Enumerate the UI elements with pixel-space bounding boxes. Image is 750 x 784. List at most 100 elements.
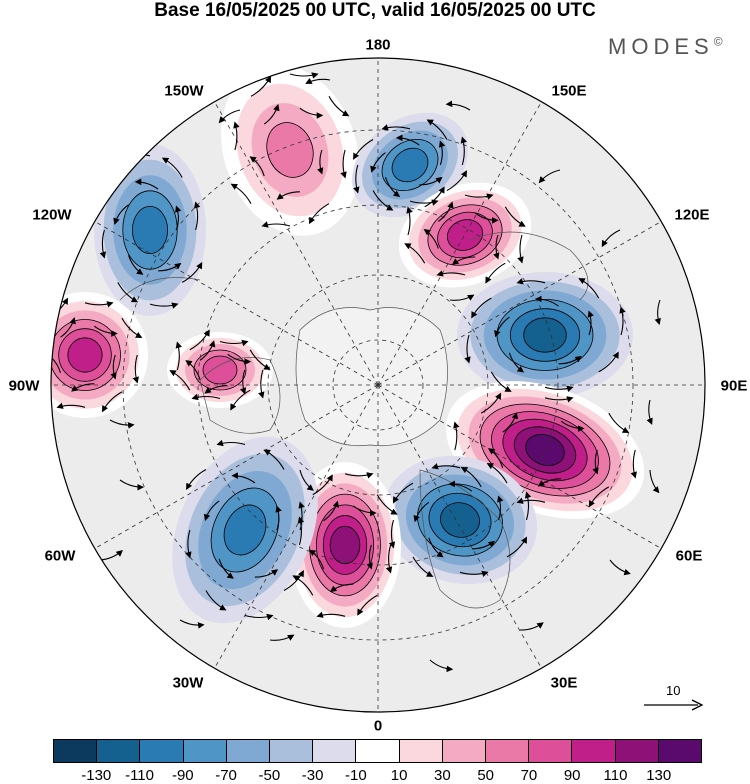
wind-vector xyxy=(227,353,252,365)
wind-vector xyxy=(298,501,305,531)
wind-vector xyxy=(244,613,274,621)
meridian-line xyxy=(377,384,664,551)
wind-vector xyxy=(216,439,246,447)
colorbar-segment xyxy=(529,740,573,762)
wind-vector xyxy=(412,556,434,577)
colorbar-segment xyxy=(442,740,487,762)
wind-vector xyxy=(297,516,305,546)
wind-vector xyxy=(506,536,528,558)
anomaly-contour xyxy=(202,355,238,385)
reference-vector-arrow xyxy=(644,699,704,711)
wind-vector xyxy=(239,369,247,395)
wind-vector xyxy=(231,472,256,484)
wind-vector xyxy=(608,412,630,434)
wind-vector xyxy=(453,421,460,451)
lon-label-150w: 150W xyxy=(164,82,204,100)
anomaly-contour xyxy=(266,122,314,178)
anomaly-contour xyxy=(67,337,103,373)
wind-vector xyxy=(535,295,559,307)
wind-vector xyxy=(344,472,374,479)
wind-vector xyxy=(381,124,411,131)
colorbar-segment xyxy=(183,740,227,762)
colorbar-segment xyxy=(572,740,616,762)
wind-vector xyxy=(308,549,325,570)
colorbar-tick-label: -110 xyxy=(125,767,154,784)
wind-vector xyxy=(205,590,227,611)
wind-vector xyxy=(60,317,76,338)
wind-vector xyxy=(101,391,123,413)
wind-vector xyxy=(487,448,504,468)
wind-vector xyxy=(323,500,340,522)
wind-vector xyxy=(189,329,210,351)
wind-vector xyxy=(438,140,446,166)
meridian-line xyxy=(212,99,379,386)
brand-logo: MODES© xyxy=(608,34,723,60)
colorbar-tick-label: 70 xyxy=(520,767,538,784)
colorbar-tick-label: -30 xyxy=(301,767,324,784)
wind-vector xyxy=(289,72,319,79)
wind-vector xyxy=(486,463,508,484)
colorbar-tick-label: 50 xyxy=(477,767,494,784)
wind-vector xyxy=(110,354,117,380)
wind-vector xyxy=(261,221,291,228)
meridian-line xyxy=(377,384,544,671)
lon-label-0: 0 xyxy=(373,717,383,735)
wind-vector xyxy=(494,316,510,338)
colorbar-tick-label: 10 xyxy=(390,767,408,784)
latitude-circle xyxy=(267,274,489,496)
wind-vector xyxy=(426,119,448,140)
wind-vector xyxy=(185,360,201,380)
wind-vector xyxy=(578,278,600,299)
map-title: Base 16/05/2025 00 UTC, valid 16/05/2025… xyxy=(154,0,596,21)
wind-vector xyxy=(263,449,285,470)
lon-label-150e: 150E xyxy=(551,82,587,100)
anomaly-contour xyxy=(223,504,267,556)
wind-vector xyxy=(352,505,377,517)
anomaly-contour xyxy=(391,147,429,183)
wind-vector xyxy=(474,212,499,224)
wind-vector xyxy=(353,164,360,194)
meridian-line xyxy=(92,219,379,386)
wind-vector xyxy=(508,352,525,373)
wind-vector xyxy=(537,478,562,487)
map-border xyxy=(50,57,706,713)
wind-vector xyxy=(428,537,444,558)
wind-vector xyxy=(654,299,661,326)
wind-vector xyxy=(199,340,216,361)
latitude-circle xyxy=(332,339,424,431)
lon-label-90e: 90E xyxy=(720,377,748,395)
wind-vector xyxy=(33,328,35,356)
meridian-line xyxy=(92,384,379,551)
wind-vector xyxy=(328,96,350,117)
wind-vector xyxy=(308,203,330,225)
wind-vector xyxy=(283,570,304,591)
wind-vector xyxy=(249,349,271,370)
wind-vector xyxy=(437,201,454,222)
wind-vector xyxy=(598,351,619,373)
wind-vector xyxy=(275,505,282,531)
wind-vector xyxy=(504,206,526,227)
colorbar-tick-label: 30 xyxy=(434,767,451,784)
wind-vector xyxy=(646,399,653,425)
graticule xyxy=(51,58,705,712)
wind-vector xyxy=(56,402,86,409)
colorbar-segment xyxy=(399,740,443,762)
meridian-line xyxy=(377,99,544,386)
wind-vector xyxy=(395,134,420,146)
wind-vector xyxy=(436,270,466,277)
wind-vector xyxy=(169,370,191,391)
wind-vector xyxy=(233,121,240,151)
wind-vector xyxy=(230,183,252,204)
lon-label-180: 180 xyxy=(365,36,391,54)
wind-vector xyxy=(218,558,234,579)
wind-vector xyxy=(460,136,467,166)
colorbar-segment xyxy=(270,740,314,762)
wind-vector xyxy=(431,463,461,470)
latitude-circle xyxy=(122,129,634,641)
wind-vector xyxy=(516,278,546,285)
lon-label-120w: 120W xyxy=(32,206,72,224)
wind-vector xyxy=(517,234,524,264)
coastlines xyxy=(119,231,589,609)
wind-vector xyxy=(376,494,398,515)
anomaly-contour xyxy=(523,317,567,353)
